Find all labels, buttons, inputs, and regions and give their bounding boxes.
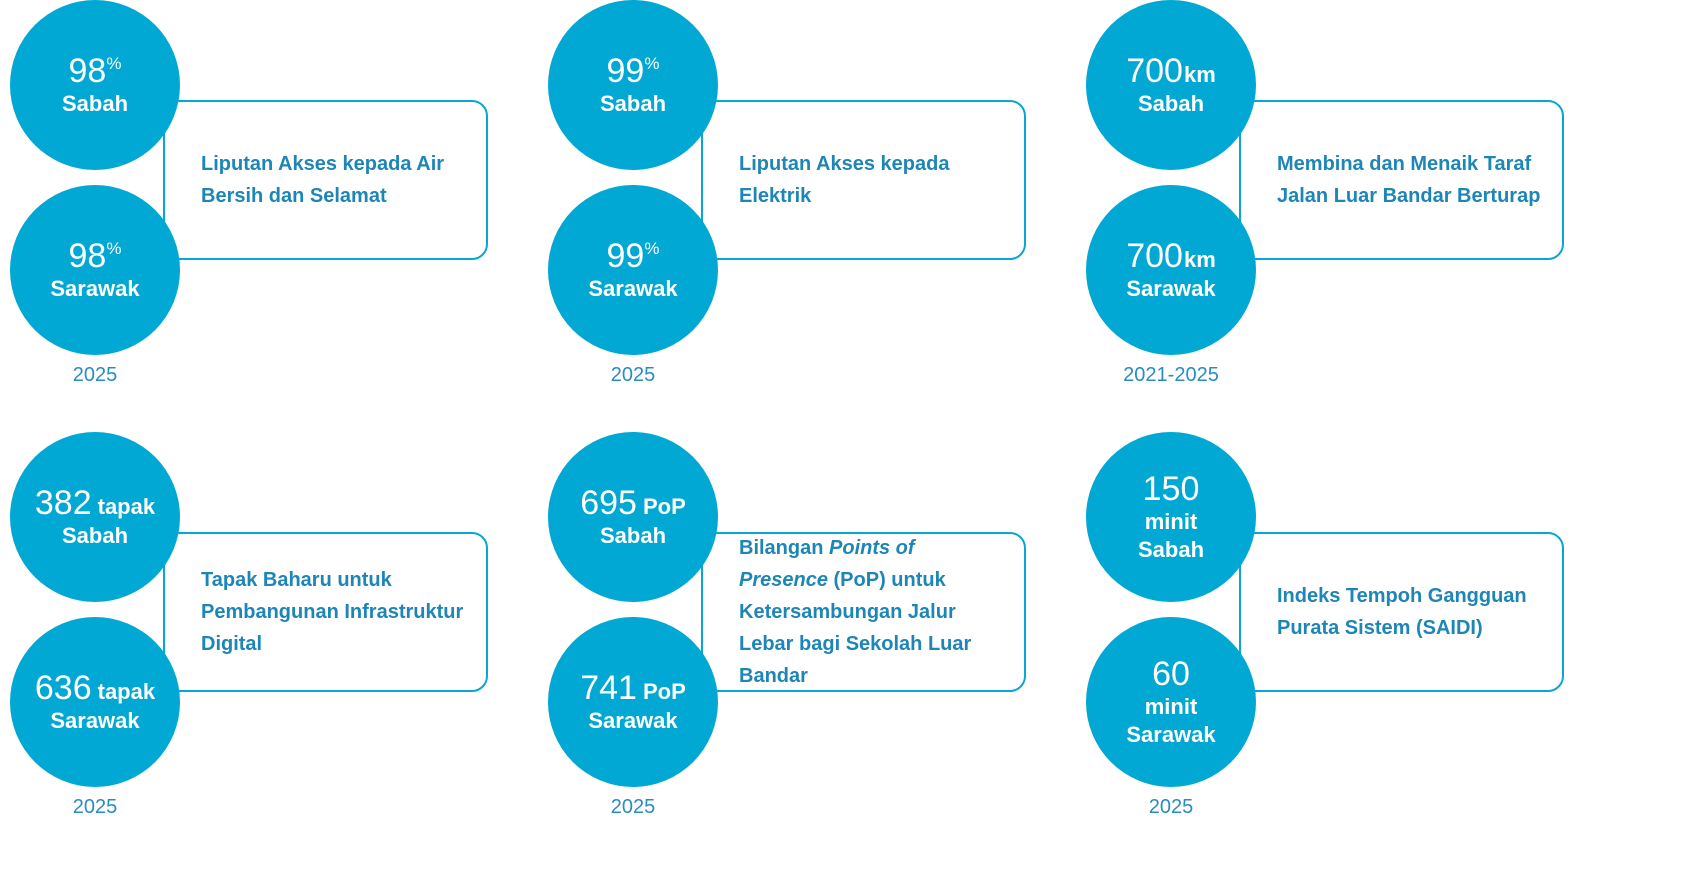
region: Sabah [61,523,129,548]
target-value-line: 150 [1143,470,1200,508]
description-text: Tapak Baharu untuk Pembangunan Infrastru… [201,569,464,655]
region: Sabah [599,91,667,116]
region: Sarawak [588,276,678,301]
target-unit: tapak [97,679,156,704]
target-value: 636 [34,669,92,707]
target-circle: 700km Sarawak [1086,185,1256,355]
target-unit: % [106,239,122,258]
target-value-line: 99% [607,52,660,90]
description-text: (PoP) untuk Ketersambungan Jalur Lebar b… [739,569,972,687]
description: Indeks Tempoh Gangguan Purata Sistem (SA… [1277,580,1547,644]
target-value-line: 636 tapak [35,669,155,707]
target-value-line: 98% [69,52,122,90]
region: Sarawak [1126,276,1216,301]
description: Bilangan Points of Presence (PoP) untuk … [739,532,1009,692]
year: 2025 [610,796,656,818]
description: Tapak Baharu untuk Pembangunan Infrastru… [201,564,471,660]
target-value: 60 [1152,655,1190,693]
target-value: 98 [68,52,107,90]
target-circle: 741 PoP Sarawak [548,617,718,787]
region: Sarawak [1126,722,1216,747]
target-value: 99 [606,237,645,275]
target-unit: PoP [642,494,686,519]
description-box: Tapak Baharu untuk Pembangunan Infrastru… [163,532,488,692]
description-text: Membina dan Menaik Taraf Jalan Luar Band… [1277,153,1541,207]
target-unit: % [644,54,660,73]
target-value: 741 [580,669,637,707]
target-value-line: 695 PoP [580,484,686,522]
region: Sarawak [50,276,140,301]
target-unit: km [1183,62,1216,87]
region: Sarawak [50,708,140,733]
description-text: Liputan Akses kepada Air Bersih dan Sela… [201,153,445,207]
target-circle: 695 PoP Sabah [548,432,718,602]
target-value: 700 [1126,237,1183,275]
description: Membina dan Menaik Taraf Jalan Luar Band… [1277,148,1547,212]
year: 2025 [72,796,118,818]
year: 2025 [610,364,656,386]
region: Sabah [1137,91,1205,116]
region: Sabah [61,91,129,116]
region: Sabah [599,523,667,548]
target-circle: 636 tapak Sarawak [10,617,180,787]
year: 2021-2025 [1123,364,1219,386]
target-value-line: 382 tapak [35,484,155,522]
target-unit: minit [1144,694,1198,719]
target-value-line: 60 [1152,655,1190,693]
target-unit: PoP [642,679,686,704]
target-circle: 98% Sabah [10,0,180,170]
target-circle: 382 tapak Sabah [10,432,180,602]
target-circle: 99% Sabah [548,0,718,170]
description-text: Points of Presence [739,537,915,591]
description-text: Indeks Tempoh Gangguan Purata Sistem (SA… [1277,585,1527,639]
target-circle: 700km Sabah [1086,0,1256,170]
year: 2025 [1148,796,1194,818]
description-box: Bilangan Points of Presence (PoP) untuk … [701,532,1026,692]
target-value-line: 700km [1126,237,1216,275]
description-box: Liputan Akses kepada Air Bersih dan Sela… [163,100,488,260]
target-unit: minit [1144,509,1198,534]
target-value-line: 98% [69,237,122,275]
target-circle: 60 minit Sarawak [1086,617,1256,787]
target-value-line: 99% [607,237,660,275]
description-text: Bilangan [739,537,830,559]
target-value: 98 [68,237,107,275]
description-box: Indeks Tempoh Gangguan Purata Sistem (SA… [1239,532,1564,692]
target-unit: % [644,239,660,258]
year: 2025 [72,364,118,386]
target-circle: 150 minit Sabah [1086,432,1256,602]
target-value: 695 [580,484,637,522]
description-text: Liputan Akses kepada Elektrik [739,153,950,207]
target-unit: % [106,54,122,73]
target-value: 99 [606,52,645,90]
target-value: 700 [1126,52,1183,90]
target-value-line: 700km [1126,52,1216,90]
region: Sabah [1137,537,1205,562]
description: Liputan Akses kepada Elektrik [739,148,1009,212]
target-circle: 99% Sarawak [548,185,718,355]
region: Sarawak [588,708,678,733]
description-box: Liputan Akses kepada Elektrik [701,100,1026,260]
description-box: Membina dan Menaik Taraf Jalan Luar Band… [1239,100,1564,260]
target-circle: 98% Sarawak [10,185,180,355]
target-unit: km [1183,247,1216,272]
target-unit: tapak [97,494,156,519]
target-value-line: 741 PoP [580,669,686,707]
target-value: 150 [1142,470,1200,508]
description: Liputan Akses kepada Air Bersih dan Sela… [201,148,471,212]
target-value: 382 [34,484,92,522]
